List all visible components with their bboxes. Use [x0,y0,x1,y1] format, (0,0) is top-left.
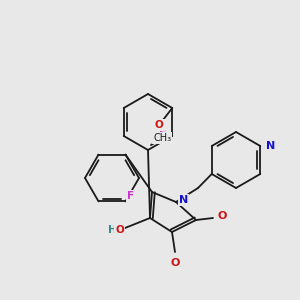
Text: O: O [155,120,164,130]
Text: N: N [266,141,275,151]
Text: CH₃: CH₃ [153,133,171,143]
Text: O: O [218,211,227,221]
Text: H: H [108,225,117,235]
Text: O: O [170,258,180,268]
Text: F: F [127,191,134,201]
Text: N: N [179,195,188,205]
Text: O: O [115,225,124,235]
Text: F: F [159,130,166,140]
